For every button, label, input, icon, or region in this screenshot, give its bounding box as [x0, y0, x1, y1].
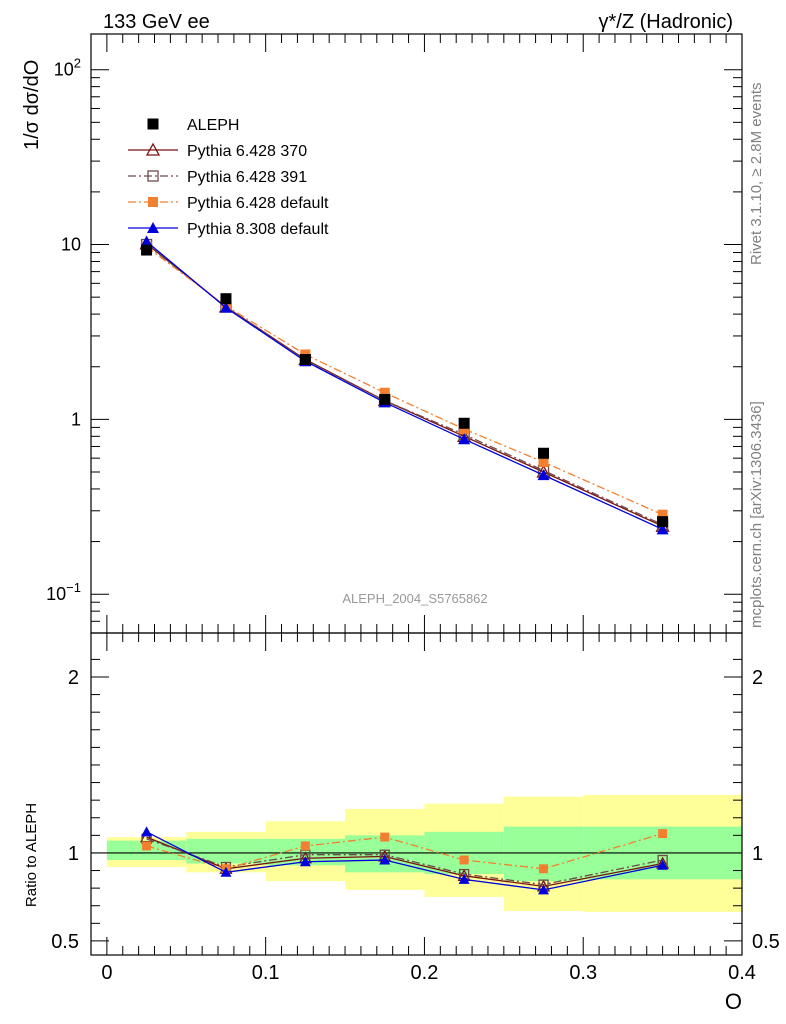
legend-label: Pythia 8.308 default — [187, 221, 329, 238]
legend-item: Pythia 6.428 391 — [128, 169, 307, 186]
x-tick-label: 0.1 — [252, 962, 280, 984]
marker-filled-square — [657, 509, 668, 520]
marker-filled-square — [142, 841, 152, 851]
marker-filled-square — [657, 516, 669, 528]
left-title: 133 GeV ee — [103, 11, 210, 33]
ratio-y-tick-label: 1 — [68, 843, 79, 865]
analysis-watermark: ALEPH_2004_S5765862 — [342, 591, 487, 606]
x-axis-label: O — [725, 989, 742, 1014]
marker-filled-square — [147, 118, 159, 130]
legend-label: Pythia 6.428 default — [187, 195, 329, 212]
marker-filled-triangle — [458, 873, 470, 884]
main-series-layer — [139, 235, 670, 535]
main-series-3 — [141, 241, 668, 520]
marker-filled-triangle — [538, 884, 550, 895]
marker-filled-square — [539, 864, 549, 874]
legend-label: Pythia 6.428 391 — [187, 169, 307, 186]
marker-filled-square — [538, 457, 549, 468]
marker-filled-square — [459, 855, 469, 865]
main-series-line — [146, 244, 663, 526]
legend-label: Pythia 6.428 370 — [187, 143, 307, 160]
main-y-tick-label: 1 — [71, 409, 81, 429]
marker-filled-square — [380, 832, 390, 842]
main-series-2 — [140, 238, 669, 531]
ratio-y-tick-label: 2 — [68, 667, 79, 689]
marker-filled-square — [220, 293, 232, 305]
marker-filled-square — [658, 829, 668, 839]
marker-filled-triangle — [299, 856, 311, 867]
ratio-series-3 — [141, 826, 669, 895]
rivet-version-text: Rivet 3.1.10, ≥ 2.8M events — [748, 83, 765, 266]
marker-filled-square — [300, 841, 310, 851]
marker-open-square — [147, 170, 159, 182]
main-series-line — [146, 243, 663, 527]
legend-item: Pythia 6.428 default — [128, 195, 329, 212]
stat-uncertainty-band — [186, 838, 266, 864]
ratio-y-tick-label-right: 1 — [752, 843, 763, 865]
main-y-tick-label: 10 — [61, 235, 81, 255]
watermark-layer: ALEPH_2004_S5765862 — [342, 591, 487, 606]
marker-filled-triangle — [141, 826, 153, 837]
marker-filled-triangle — [656, 523, 669, 535]
marker-filled-triangle — [219, 301, 232, 313]
legend-item: Pythia 6.428 370 — [128, 142, 307, 160]
main-series-line — [146, 246, 663, 516]
marker-filled-triangle — [140, 235, 153, 247]
marker-filled-square — [299, 354, 311, 366]
marker-filled-triangle — [147, 222, 159, 233]
marker-filled-square — [379, 387, 390, 398]
x-tick-label: 0.4 — [728, 962, 756, 984]
legend-item: Pythia 8.308 default — [128, 221, 329, 238]
marker-filled-triangle — [537, 469, 550, 481]
marker-filled-triangle — [657, 859, 669, 870]
main-series-4 — [140, 235, 669, 535]
plot-frames — [90, 33, 743, 956]
marker-filled-square — [141, 244, 153, 256]
marker-filled-square — [538, 447, 550, 459]
main-y-axis-label: 1/σ dσ/dO — [21, 60, 43, 150]
legend-item: ALEPH — [147, 117, 239, 134]
legend-label: ALEPH — [187, 117, 239, 134]
ratio-y-tick-label-right: 0.5 — [752, 931, 780, 953]
main-series-0 — [141, 244, 669, 528]
marker-open-triangle — [145, 142, 161, 156]
marker-filled-square — [148, 197, 158, 207]
marker-filled-triangle — [220, 866, 232, 877]
main-series-1 — [139, 236, 670, 532]
marker-filled-square — [458, 417, 470, 429]
x-tick-label: 0.2 — [411, 962, 439, 984]
axis-ticks: 10−1 1 10 102 0.5 0.5 1 1 2 2 0 0.1 0.2 0.3 0.4 — [46, 34, 780, 984]
axis-labels: 1/σ dσ/dO Ratio to ALEPH O — [21, 60, 742, 1014]
x-tick-label: 0 — [101, 962, 112, 984]
ratio-y-axis-label: Ratio to ALEPH — [23, 803, 40, 907]
main-series-line — [146, 241, 663, 530]
mcplots-reference-text: mcplots.cern.ch [arXiv:1306.3436] — [748, 401, 765, 628]
main-y-tick-label: 10−1 — [46, 580, 81, 604]
marker-filled-triangle — [458, 433, 471, 445]
ratio-y-tick-label-right: 2 — [752, 667, 763, 689]
marker-filled-square — [379, 393, 391, 405]
marker-filled-square — [459, 424, 470, 435]
ratio-series-layer — [139, 826, 670, 895]
ratio-y-tick-label: 0.5 — [51, 931, 79, 953]
x-tick-label: 0.3 — [569, 962, 597, 984]
ratio-plot-frame — [90, 632, 743, 956]
legend: ALEPH Pythia 6.428 370 Pythia 6.428 391 Pyt… — [128, 117, 329, 238]
right-title: γ*/Z (Hadronic) — [599, 11, 733, 33]
marker-filled-triangle — [379, 854, 391, 865]
main-y-tick-label: 102 — [54, 56, 81, 80]
